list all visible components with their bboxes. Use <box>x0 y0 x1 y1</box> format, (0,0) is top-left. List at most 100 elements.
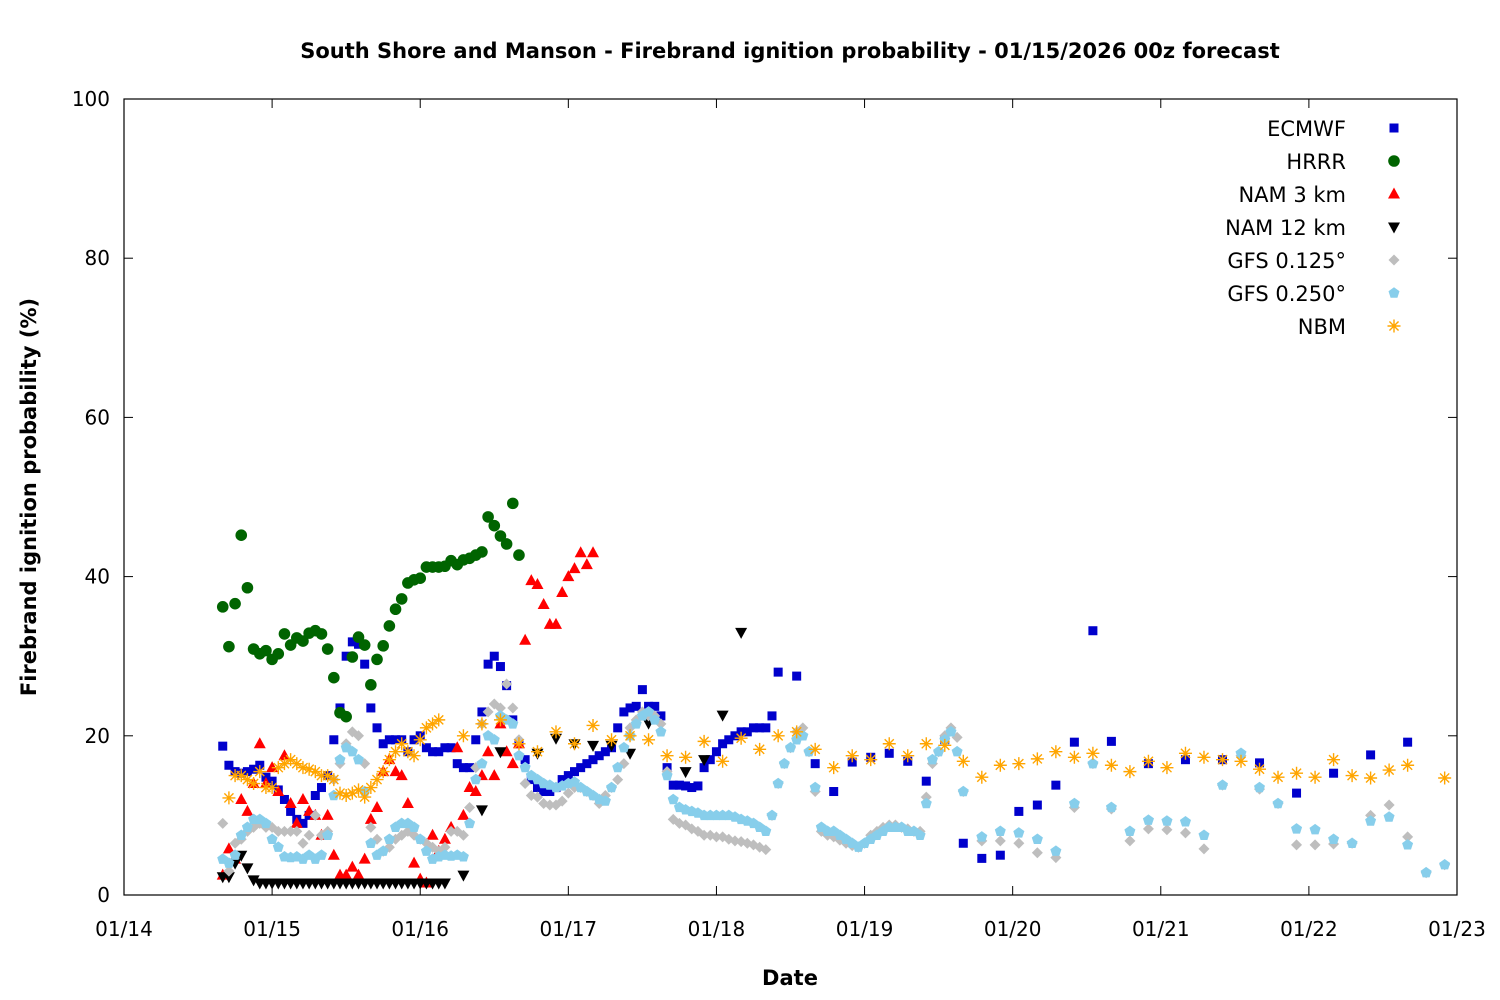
data-point-nam-3-km <box>556 586 569 598</box>
data-point-nbm <box>1160 761 1174 775</box>
data-point-nam-3-km <box>531 578 544 590</box>
data-point-ecmwf <box>471 735 481 745</box>
data-point-nbm <box>265 781 279 795</box>
data-point-gfs-0-250 <box>1291 823 1303 834</box>
data-point-gfs-0-250 <box>630 718 642 729</box>
data-point-nbm <box>882 737 896 751</box>
data-point-ecmwf <box>810 759 820 769</box>
data-point-nam-3-km <box>587 546 600 558</box>
data-point-gfs-0-250 <box>1309 823 1321 835</box>
data-point-nam-3-km <box>266 761 279 773</box>
data-point-nam-3-km <box>401 796 414 808</box>
data-point-gfs-0-250 <box>1161 815 1173 826</box>
data-point-gfs-0-250 <box>772 777 784 789</box>
data-point-gfs-0-250 <box>1198 829 1210 840</box>
data-point-nbm <box>1215 753 1229 767</box>
data-point-ecmwf <box>360 659 370 669</box>
data-point-gfs-0-250 <box>408 821 420 832</box>
data-point-ecmwf <box>366 703 376 713</box>
data-point-nbm <box>1290 766 1304 780</box>
data-point-gfs-0-250 <box>1328 833 1340 844</box>
data-point-nbm <box>345 786 359 800</box>
data-point-gfs-0-250 <box>920 797 932 809</box>
data-point-gfs-0-125 <box>544 799 556 811</box>
data-point-gfs-0-125 <box>1031 847 1043 859</box>
data-point-ecmwf <box>316 783 326 793</box>
data-point-ecmwf <box>539 787 549 797</box>
data-point-ecmwf <box>384 735 394 745</box>
x-tick-label: 01/14 <box>95 917 153 941</box>
data-point-gfs-0-125 <box>1142 823 1154 835</box>
data-point-ecmwf <box>354 639 364 649</box>
data-point-ecmwf <box>1069 737 1079 747</box>
data-point-ecmwf <box>977 853 987 863</box>
data-point-nam-3-km <box>296 792 309 804</box>
data-point-ecmwf <box>687 783 697 793</box>
data-point-gfs-0-250 <box>1050 845 1062 856</box>
data-point-gfs-0-250 <box>655 726 667 737</box>
data-point-gfs-0-250 <box>649 714 661 725</box>
data-point-ecmwf <box>341 651 351 661</box>
data-point-nam-3-km <box>253 737 266 749</box>
y-tick-label: 0 <box>97 883 110 907</box>
legend-label-hrrr: HRRR <box>1286 150 1346 174</box>
data-point-hrrr <box>216 601 229 613</box>
data-point-ecmwf <box>465 763 475 773</box>
data-point-ecmwf <box>452 759 462 769</box>
data-point-gfs-0-125 <box>445 825 457 837</box>
data-point-ecmwf <box>730 731 740 741</box>
data-point-nam-3-km <box>222 842 235 854</box>
data-point-ecmwf <box>440 743 450 753</box>
data-point-hrrr <box>506 497 519 510</box>
data-point-nam-12-km <box>587 740 600 752</box>
data-point-nbm <box>1327 753 1341 767</box>
data-point-gfs-0-250 <box>1420 866 1432 878</box>
data-point-gfs-0-250 <box>914 829 926 840</box>
data-point-ecmwf <box>1088 626 1098 636</box>
data-point-hrrr <box>476 546 488 558</box>
data-point-gfs-0-250 <box>599 795 611 806</box>
data-point-ecmwf <box>1014 806 1024 816</box>
data-point-gfs-0-250 <box>760 825 772 836</box>
data-point-hrrr <box>328 671 340 684</box>
data-point-gfs-0-250 <box>643 706 655 717</box>
data-point-nam-12-km <box>222 872 235 884</box>
data-point-nbm <box>1401 758 1415 772</box>
data-point-nbm <box>549 725 563 739</box>
data-point-hrrr <box>383 620 396 632</box>
data-point-nam-3-km <box>364 812 377 824</box>
data-point-gfs-0-125 <box>278 825 290 837</box>
data-point-nam-3-km <box>506 757 519 769</box>
data-point-nam-3-km <box>451 741 464 753</box>
data-point-ecmwf <box>594 751 604 761</box>
data-point-nbm <box>277 757 291 771</box>
data-point-gfs-0-125 <box>501 678 513 690</box>
x-tick-label: 01/17 <box>540 917 598 941</box>
data-point-nbm <box>1086 746 1100 760</box>
data-point-gfs-0-125 <box>797 722 809 734</box>
data-point-nbm <box>358 790 372 804</box>
data-point-gfs-0-250 <box>1272 797 1284 809</box>
data-point-nam-12-km <box>247 875 260 887</box>
data-point-nbm <box>642 733 656 747</box>
data-point-ecmwf <box>520 755 530 765</box>
data-point-ecmwf <box>755 723 765 733</box>
data-point-gfs-0-250 <box>803 745 815 757</box>
data-point-gfs-0-250 <box>957 785 969 797</box>
data-point-nbm <box>284 753 298 767</box>
legend-label-ecmwf: ECMWF <box>1267 117 1346 141</box>
data-point-nam-3-km <box>321 808 334 820</box>
data-point-nbm <box>956 754 970 768</box>
data-point-nbm <box>308 765 322 779</box>
data-point-gfs-0-125 <box>309 809 321 821</box>
data-point-hrrr <box>229 597 241 610</box>
data-point-nbm <box>413 733 427 747</box>
data-point-nam-12-km <box>494 747 507 759</box>
data-point-nbm <box>1067 750 1081 764</box>
data-point-gfs-0-125 <box>353 730 365 742</box>
data-point-gfs-0-250 <box>1087 757 1099 769</box>
data-point-gfs-0-250 <box>1383 811 1395 822</box>
data-point-gfs-0-125 <box>698 829 710 841</box>
data-point-nam-3-km <box>395 769 408 781</box>
